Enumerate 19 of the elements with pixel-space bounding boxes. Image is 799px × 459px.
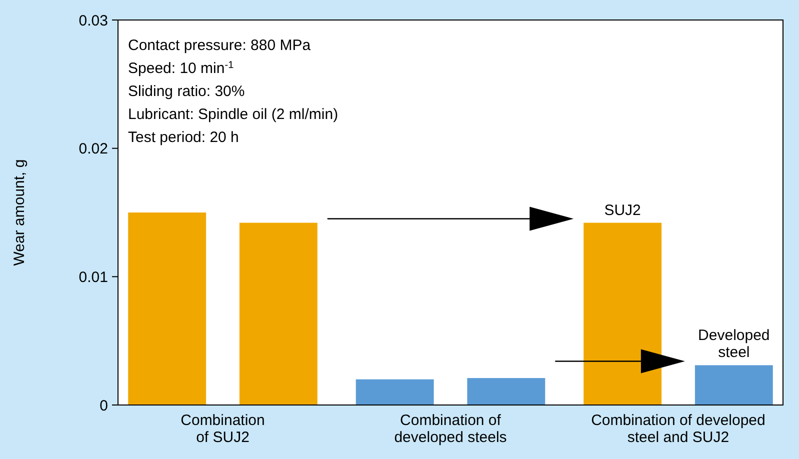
x-tick-label: Combination of SUJ2 xyxy=(180,412,265,446)
annotation: Contact pressure: 880 MPa xyxy=(128,37,312,54)
bar xyxy=(584,222,662,405)
annotation: SUJ2 xyxy=(604,202,641,219)
y-axis-title: Wear amount, g xyxy=(11,159,28,266)
bar xyxy=(128,212,206,405)
annotation: Speed: 10 min$^{-1}$ xyxy=(128,60,234,77)
annotation: Sliding ratio: 30% xyxy=(128,83,245,100)
bar xyxy=(694,365,773,405)
x-tick-label: Combination of developed steel and SUJ2 xyxy=(591,412,766,446)
y-tick-label: 0.03 xyxy=(78,12,108,30)
annotation: Lubricant: Spindle oil (2 ml/min) xyxy=(128,106,338,123)
y-tick-label: 0 xyxy=(100,397,108,414)
annotation: Developed steel xyxy=(698,327,770,362)
y-tick-label: 0.02 xyxy=(78,140,108,158)
annotation: Test period: 20 h xyxy=(128,129,239,146)
x-tick-label: Combination of developed steels xyxy=(394,412,507,446)
y-tick-label: 0.01 xyxy=(78,268,108,286)
bar xyxy=(467,378,546,405)
